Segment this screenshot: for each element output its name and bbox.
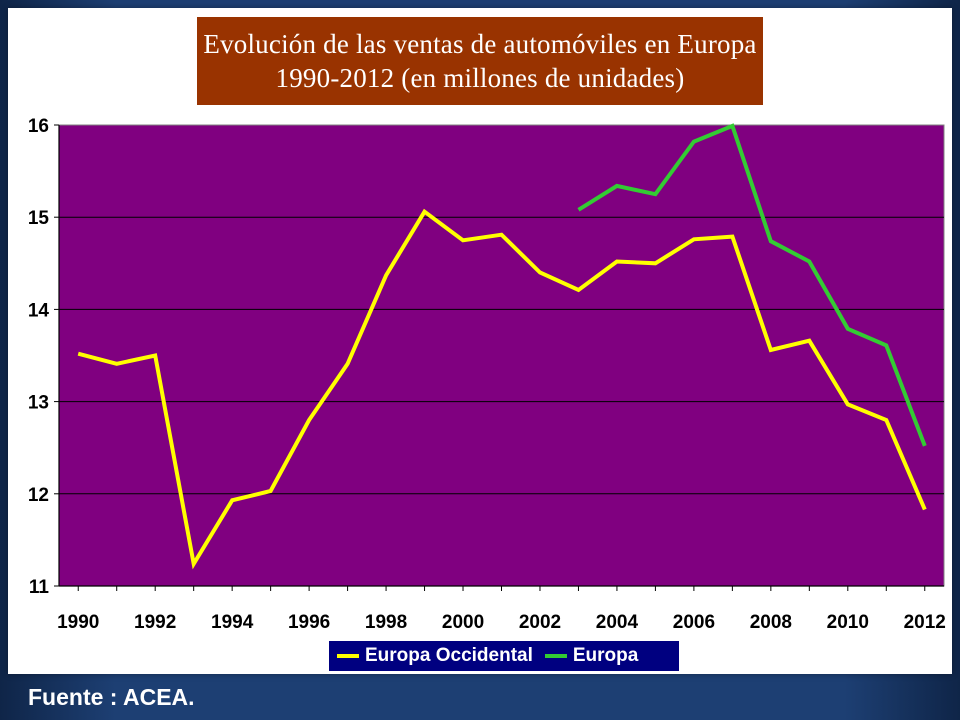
y-axis-ticks: 11 12 13 14 15 16 bbox=[28, 116, 944, 598]
x-tick-label-1990: 1990 bbox=[57, 612, 99, 633]
plot-area bbox=[58, 124, 945, 587]
legend-label-europa-occidental: Europa Occidental bbox=[365, 645, 533, 666]
legend-item-europa: Europa bbox=[544, 645, 639, 667]
x-tick-label-2002: 2002 bbox=[519, 612, 561, 633]
y-tick-label-12: 12 bbox=[28, 485, 49, 506]
x-tick-label-1992: 1992 bbox=[134, 612, 176, 633]
legend-item-europa-occidental: Europa Occidental bbox=[337, 645, 533, 667]
legend-label-europa: Europa bbox=[572, 645, 639, 666]
series-lines bbox=[77, 123, 927, 570]
source-note: Fuente : ACEA. bbox=[28, 684, 195, 710]
x-tick-label-2010: 2010 bbox=[827, 612, 869, 633]
series-line-europa bbox=[577, 123, 927, 447]
x-tick-label-2008: 2008 bbox=[750, 612, 792, 633]
x-tick-label-1998: 1998 bbox=[365, 612, 407, 633]
x-axis-ticks: 1990 1992 1994 1996 1998 2000 2002 2004 2006 2008… bbox=[57, 586, 946, 633]
y-tick-label-16: 16 bbox=[28, 116, 49, 137]
y-tick-label-15: 15 bbox=[28, 208, 50, 229]
y-tick-label-14: 14 bbox=[28, 300, 50, 321]
chart-title: Evolución de las ventas de automóviles e… bbox=[197, 17, 763, 105]
x-tick-label-2000: 2000 bbox=[442, 612, 484, 633]
chart-title-line-1: Evolución de las ventas de automóviles e… bbox=[203, 29, 757, 59]
chart-title-line-2: 1990-2012 (en millones de unidades) bbox=[275, 63, 685, 93]
x-tick-label-1996: 1996 bbox=[288, 612, 330, 633]
gridlines bbox=[59, 216, 944, 495]
legend-swatch-europa-occidental bbox=[337, 654, 359, 658]
y-tick-label-13: 13 bbox=[28, 393, 49, 414]
chart-legend: Europa Occidental Europa bbox=[329, 641, 679, 671]
x-tick-label-1994: 1994 bbox=[211, 612, 254, 633]
y-tick-label-11: 11 bbox=[29, 577, 50, 598]
x-tick-label-2004: 2004 bbox=[596, 612, 639, 633]
x-tick-label-2006: 2006 bbox=[673, 612, 715, 633]
legend-swatch-europa bbox=[544, 654, 567, 658]
x-tick-label-2012: 2012 bbox=[904, 612, 946, 633]
series-line-europa-occidental bbox=[77, 208, 927, 570]
